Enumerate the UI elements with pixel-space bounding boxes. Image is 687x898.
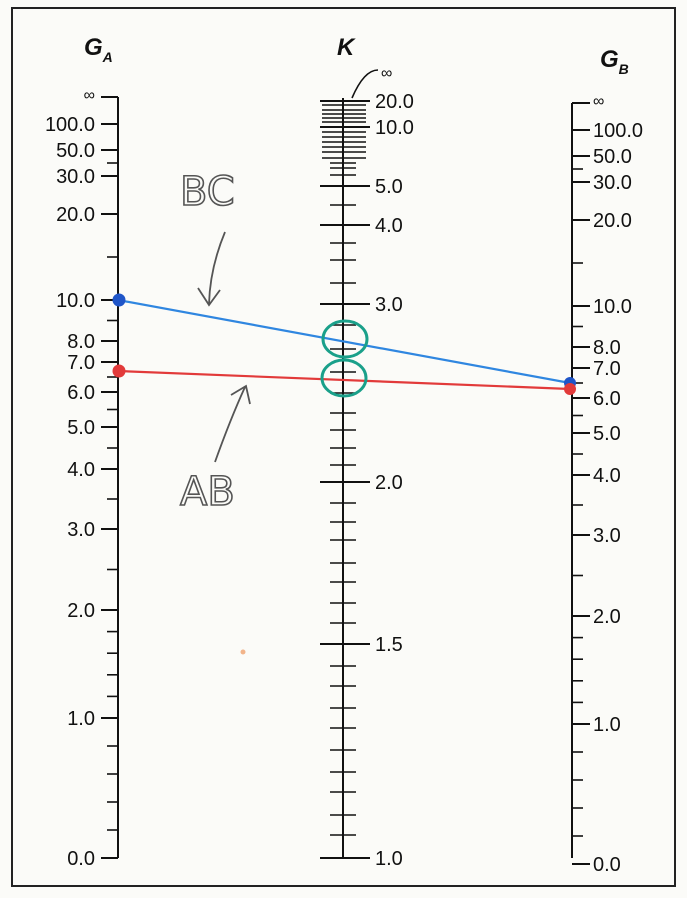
k-intersection-marks (320, 319, 369, 398)
handwritten-notes: BC AB (179, 168, 251, 655)
gb-tick-label: 8.0 (593, 337, 621, 359)
k-tick-label: 20.0 (375, 91, 414, 113)
gb-tick-label: 0.0 (593, 854, 621, 876)
k-tick-label: 5.0 (375, 176, 403, 198)
ab-gb-point (564, 383, 576, 395)
k-title: K (337, 34, 356, 61)
bc-handwritten-label: BC (180, 169, 235, 215)
ab-ga-point (112, 364, 126, 378)
page-frame (11, 7, 676, 887)
ga-tick-label: 0.0 (67, 848, 95, 870)
bc-k-circle (321, 319, 369, 359)
gb-scale: ∞ 100.0 50.0 30.0 20.0 10.0 8.07.0 6.0 5.0 4.0 3.0… (571, 93, 643, 876)
gb-tick-label: 30.0 (593, 172, 632, 194)
ab-alignment-line (117, 369, 571, 391)
gb-tick-label: 7.0 (593, 358, 621, 380)
ab-k-circle (320, 358, 368, 398)
ga-tick-label: 30.0 (56, 166, 95, 188)
bc-arrow-shaft (208, 231, 226, 305)
ab-arrow-shaft (214, 386, 246, 463)
gb-tick-label: 100.0 (593, 120, 643, 142)
k-tick-label: 1.0 (375, 848, 403, 870)
gb-title: GB (600, 46, 629, 77)
ga-tick-label: ∞ (84, 87, 95, 104)
ga-tick-label: 6.0 (67, 382, 95, 404)
k-tick-label: 3.0 (375, 294, 403, 316)
ab-handwritten-label: AB (180, 469, 235, 515)
gb-tick-label: 50.0 (593, 146, 632, 168)
ga-tick-label: 8.0 (67, 331, 95, 353)
gb-tick-label: 4.0 (593, 465, 621, 487)
k-infinity-leader (351, 69, 379, 99)
k-tick-label: 1.5 (375, 634, 403, 656)
ga-tick-label: 3.0 (67, 519, 95, 541)
k-tick-label: 10.0 (375, 117, 414, 139)
gb-tick-label: 5.0 (593, 423, 621, 445)
ga-tick-label: 20.0 (56, 204, 95, 226)
ga-scale: ∞ 100.0 50.0 30.0 20.0 10.0 8.07.0 6.0 5.0 4.0 3.0… (45, 87, 119, 870)
bc-arrow-head (197, 287, 221, 307)
gb-tick-label: 3.0 (593, 525, 621, 547)
gb-tick-label: 6.0 (593, 388, 621, 410)
ga-tick-label: 5.0 (67, 417, 95, 439)
bc-ga-point (112, 293, 126, 307)
ga-tick-label: 7.0 (67, 352, 95, 374)
ga-title: GA (84, 34, 113, 65)
bc-alignment-line (117, 298, 571, 385)
ga-tick-label: 10.0 (56, 290, 95, 312)
k-tick-label: 4.0 (375, 215, 403, 237)
k-scale: 20.0 10.0 5.0 4.0 3.0 2.0 1.5 1.0 ∞ (320, 65, 414, 870)
gb-tick-label: 1.0 (593, 714, 621, 736)
ga-tick-label: 100.0 (45, 114, 95, 136)
ga-tick-label: 50.0 (56, 140, 95, 162)
ab-arrow-head (230, 384, 251, 405)
paper-stain (240, 649, 246, 655)
k-infinity-label: ∞ (381, 65, 392, 82)
gb-tick-label: 2.0 (593, 606, 621, 628)
gb-tick-label: ∞ (593, 93, 604, 110)
ga-tick-label: 2.0 (67, 600, 95, 622)
ga-tick-label: 1.0 (67, 708, 95, 730)
gb-tick-label: 10.0 (593, 296, 632, 318)
ga-tick-label: 4.0 (67, 459, 95, 481)
k-tick-label: 2.0 (375, 472, 403, 494)
gb-tick-label: 20.0 (593, 210, 632, 232)
